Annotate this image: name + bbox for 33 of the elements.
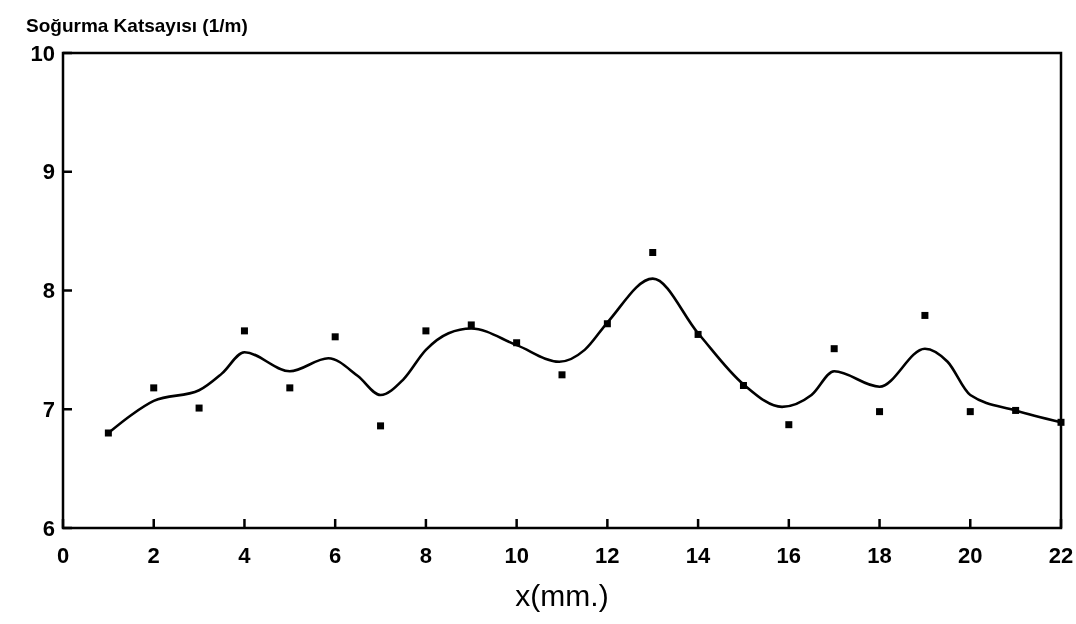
x-tick-label: 4: [238, 543, 252, 568]
x-tick-label: 10: [504, 543, 529, 568]
point: [422, 327, 430, 335]
x-tick-label: 8: [419, 543, 433, 568]
y-tick-label: 8: [42, 278, 55, 304]
point: [921, 311, 929, 319]
point: [195, 404, 203, 412]
x-tick-label: 0: [56, 543, 70, 568]
point: [966, 408, 974, 416]
y-tick-label: 6: [42, 515, 55, 541]
y-tick-label: 10: [30, 40, 55, 66]
point: [240, 327, 248, 335]
point: [286, 384, 294, 392]
point: [150, 384, 158, 392]
y-axis-title: Soğurma Katsayısı (1/m): [26, 15, 248, 36]
x-tick-label: 22: [1048, 543, 1074, 568]
x-tick-label: 20: [958, 543, 983, 568]
x-tick-label: 2: [147, 543, 160, 568]
point: [558, 371, 566, 379]
x-tick-label: 16: [776, 543, 802, 568]
point: [377, 422, 385, 430]
point: [649, 249, 657, 256]
x-axis-title: x(mm.): [515, 579, 609, 612]
point: [785, 421, 793, 429]
point: [876, 408, 884, 416]
point: [830, 345, 838, 353]
y-tick-label: 9: [42, 159, 55, 185]
x-tick-label: 14: [685, 543, 712, 568]
y-tick-label: 7: [42, 396, 55, 422]
x-tick-label: 18: [867, 543, 892, 568]
x-tick-label: 6: [329, 543, 342, 568]
x-tick-label: 12: [595, 543, 620, 568]
point: [331, 333, 339, 341]
